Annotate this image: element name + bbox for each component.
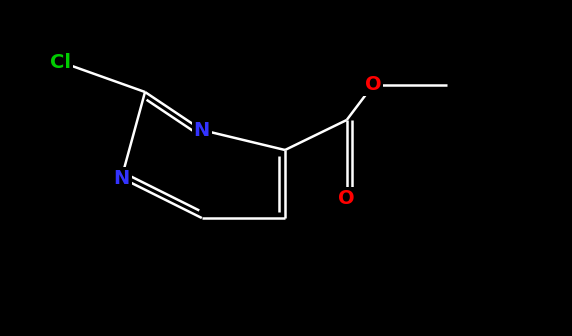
Text: N: N (113, 168, 130, 187)
Text: O: O (365, 76, 382, 94)
Text: O: O (339, 188, 355, 208)
Text: Cl: Cl (50, 52, 72, 72)
Text: N: N (194, 121, 210, 139)
